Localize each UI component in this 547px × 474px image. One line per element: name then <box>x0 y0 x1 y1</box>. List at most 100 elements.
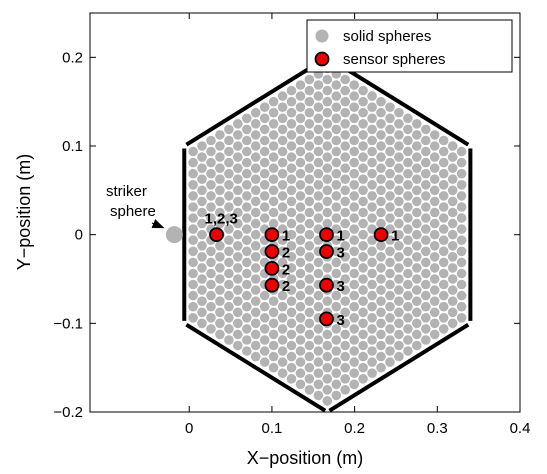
solid-sphere <box>394 296 404 307</box>
solid-sphere <box>376 318 386 329</box>
solid-sphere <box>367 202 377 212</box>
solid-sphere <box>421 124 431 135</box>
solid-sphere <box>429 229 440 240</box>
sensor-label: 3 <box>337 278 345 295</box>
solid-sphere <box>215 285 225 295</box>
solid-sphere <box>268 307 279 318</box>
solid-sphere <box>277 290 288 301</box>
solid-sphere <box>277 257 288 268</box>
solid-sphere <box>456 313 467 323</box>
solid-sphere <box>242 180 252 190</box>
solid-sphere <box>358 241 368 251</box>
legend-box <box>306 19 513 73</box>
solid-sphere <box>286 251 297 262</box>
solid-sphere <box>188 235 198 245</box>
solid-sphere <box>438 324 449 334</box>
solid-sphere <box>331 191 342 201</box>
solid-sphere <box>224 313 234 323</box>
solid-sphere <box>250 263 261 273</box>
solid-sphere <box>412 296 422 307</box>
solid-sphere <box>233 119 243 129</box>
hexagon-outline <box>182 56 473 413</box>
solid-sphere <box>349 124 360 135</box>
solid-sphere <box>313 135 324 146</box>
sensor-sphere <box>209 227 224 243</box>
solid-sphere <box>242 146 252 157</box>
solid-sphere <box>385 324 395 334</box>
solid-sphere <box>215 152 225 162</box>
solid-sphere <box>304 263 315 273</box>
solid-sphere <box>421 224 431 234</box>
solid-sphere <box>349 157 360 168</box>
solid-sphere <box>233 285 243 295</box>
solid-sphere <box>331 202 342 212</box>
solid-sphere <box>322 196 333 207</box>
solid-sphere <box>322 119 333 129</box>
solid-sphere <box>286 285 297 295</box>
solid-sphere <box>358 207 368 218</box>
solid-sphere <box>331 346 342 356</box>
solid-sphere <box>331 235 342 245</box>
solid-sphere <box>259 290 270 301</box>
solid-sphere <box>447 196 458 207</box>
solid-sphere <box>322 385 333 395</box>
solid-sphere <box>394 318 404 329</box>
solid-sphere <box>233 274 243 284</box>
solid-sphere <box>304 218 315 229</box>
solid-sphere <box>394 263 404 273</box>
solid-sphere <box>456 268 467 279</box>
x-axis: 0 0.1 0.2 0.3 0.4 <box>185 13 530 437</box>
solid-sphere <box>304 285 315 295</box>
solid-sphere <box>295 80 306 90</box>
solid-sphere <box>403 279 413 290</box>
solid-sphere <box>429 141 440 151</box>
solid-sphere <box>233 218 243 229</box>
solid-sphere <box>429 263 440 273</box>
solid-sphere <box>412 185 422 196</box>
solid-sphere <box>197 141 207 151</box>
solid-sphere <box>394 218 404 229</box>
solid-sphere <box>376 307 386 318</box>
solid-sphere <box>403 124 413 135</box>
solid-sphere <box>206 213 216 223</box>
solid-sphere <box>242 135 252 146</box>
solid-sphere <box>412 119 422 129</box>
solid-sphere <box>233 229 243 240</box>
solid-sphere <box>322 141 333 151</box>
solid-sphere <box>277 91 288 101</box>
solid-sphere <box>215 207 225 218</box>
solid-sphere <box>277 191 288 201</box>
solid-sphere <box>242 157 252 168</box>
solid-sphere <box>331 268 342 279</box>
legend-marker-sensor <box>314 51 330 67</box>
solid-sphere <box>331 91 342 101</box>
solid-sphere <box>403 224 413 234</box>
solid-sphere <box>421 180 431 190</box>
solid-sphere <box>367 168 377 179</box>
x-tick-label: 0.4 <box>510 420 531 437</box>
solid-sphere <box>322 130 333 140</box>
solid-sphere <box>233 196 243 207</box>
solid-sphere <box>304 296 315 307</box>
solid-sphere <box>268 163 279 173</box>
solid-sphere <box>403 180 413 190</box>
solid-sphere <box>250 318 261 329</box>
solid-sphere <box>349 368 360 379</box>
solid-sphere <box>197 196 207 207</box>
solid-sphere <box>385 124 395 135</box>
solid-sphere <box>358 318 368 329</box>
solid-sphere <box>421 301 431 312</box>
solid-sphere <box>233 241 243 251</box>
solid-sphere <box>313 346 324 356</box>
solid-sphere <box>304 274 315 284</box>
annotation-layer: striker sphere <box>106 183 165 229</box>
solid-sphere <box>250 218 261 229</box>
solid-sphere <box>295 202 306 212</box>
solid-sphere <box>376 207 386 218</box>
solid-sphere <box>277 279 288 290</box>
solid-sphere <box>304 85 315 96</box>
solid-sphere <box>331 146 342 157</box>
solid-sphere <box>340 96 351 107</box>
solid-sphere <box>242 235 252 245</box>
solid-sphere <box>429 241 440 251</box>
